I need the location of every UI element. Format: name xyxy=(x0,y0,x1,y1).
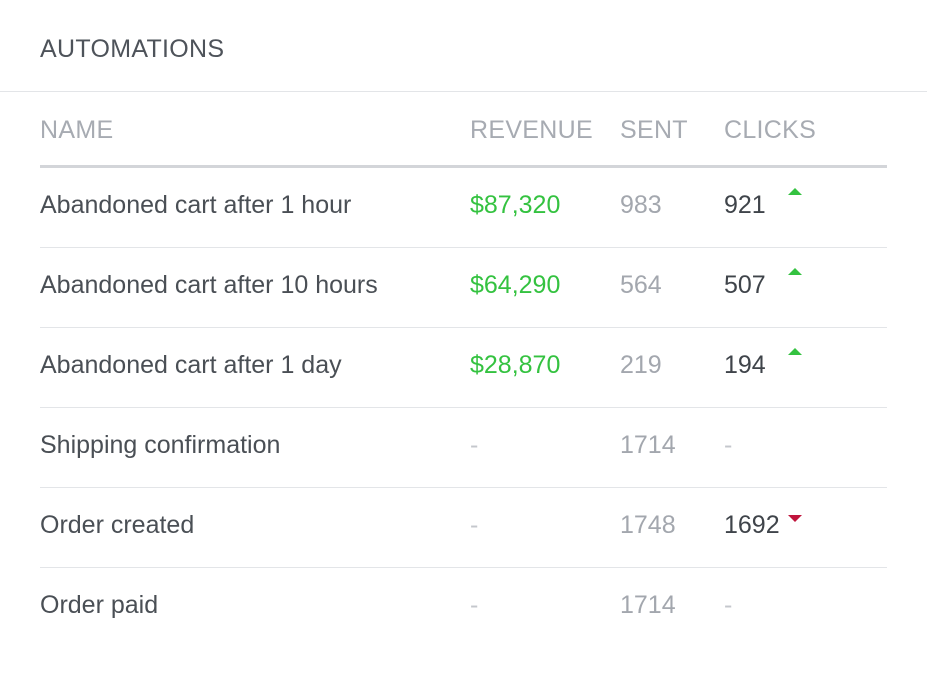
table-row[interactable]: Abandoned cart after 1 hour $87,320 983 … xyxy=(40,168,887,248)
trend-up-icon xyxy=(788,268,802,275)
table-row[interactable]: Shipping confirmation - 1714 - xyxy=(40,408,887,488)
sent-value: 219 xyxy=(620,351,662,379)
sent-value: 564 xyxy=(620,271,662,299)
column-header-revenue[interactable]: REVENUE xyxy=(470,116,593,144)
automation-name: Abandoned cart after 1 hour xyxy=(40,191,352,219)
revenue-value: $64,290 xyxy=(470,271,561,299)
revenue-value: $28,870 xyxy=(470,351,561,379)
table-body: Abandoned cart after 1 hour $87,320 983 … xyxy=(40,168,887,648)
column-header-sent[interactable]: SENT xyxy=(620,116,688,144)
sent-value: 1714 xyxy=(620,591,676,619)
sent-value: 1714 xyxy=(620,431,676,459)
panel-header: AUTOMATIONS xyxy=(0,0,927,92)
clicks-value: 1692 xyxy=(724,511,780,539)
automation-name: Abandoned cart after 10 hours xyxy=(40,271,378,299)
automation-name: Order created xyxy=(40,511,195,539)
automation-name: Shipping confirmation xyxy=(40,431,281,459)
automations-table: NAME REVENUE SENT CLICKS Abandoned cart … xyxy=(40,92,887,648)
clicks-value: 194 xyxy=(724,351,766,379)
column-header-clicks[interactable]: CLICKS xyxy=(724,116,817,144)
table-row[interactable]: Order created - 1748 1692 xyxy=(40,488,887,568)
clicks-value: - xyxy=(724,591,733,619)
clicks-value: - xyxy=(724,431,733,459)
revenue-value: - xyxy=(470,591,479,619)
trend-up-icon xyxy=(788,348,802,355)
revenue-value: $87,320 xyxy=(470,191,561,219)
revenue-value: - xyxy=(470,431,479,459)
sent-value: 1748 xyxy=(620,511,676,539)
clicks-value: 921 xyxy=(724,191,766,219)
panel-title: AUTOMATIONS xyxy=(40,35,225,63)
table-row[interactable]: Abandoned cart after 10 hours $64,290 56… xyxy=(40,248,887,328)
clicks-value: 507 xyxy=(724,271,766,299)
revenue-value: - xyxy=(470,511,479,539)
trend-down-icon xyxy=(788,515,802,522)
table-row[interactable]: Abandoned cart after 1 day $28,870 219 1… xyxy=(40,328,887,408)
column-header-name[interactable]: NAME xyxy=(40,116,114,144)
sent-value: 983 xyxy=(620,191,662,219)
table-header: NAME REVENUE SENT CLICKS xyxy=(40,92,887,168)
automation-name: Order paid xyxy=(40,591,159,619)
automation-name: Abandoned cart after 1 day xyxy=(40,351,342,379)
trend-up-icon xyxy=(788,188,802,195)
table-row[interactable]: Order paid - 1714 - xyxy=(40,568,887,648)
